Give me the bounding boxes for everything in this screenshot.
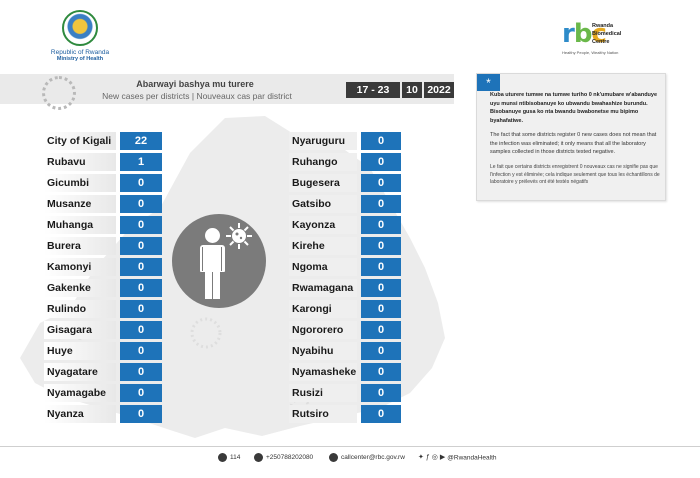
- social-item: ✦ ƒ ◎ ▶ @RwandaHealth: [418, 452, 497, 465]
- district-name: Nyamasheke: [289, 363, 357, 381]
- case-count: 0: [361, 153, 401, 171]
- case-count: 0: [120, 195, 162, 213]
- youtube-icon: ▶: [439, 454, 446, 461]
- phone-icon: [218, 452, 227, 462]
- date-range: 17 - 23: [346, 82, 400, 98]
- district-name: Musanze: [44, 195, 116, 213]
- ministry-line1: Republic of Rwanda: [50, 49, 110, 56]
- case-count: 0: [361, 132, 401, 150]
- rbc-logo: rbc Rwanda Biomedical Centre Healthy Peo…: [562, 20, 682, 60]
- case-count: 0: [120, 279, 162, 297]
- district-name: Nyanza: [44, 405, 116, 423]
- case-count: 0: [120, 384, 162, 402]
- ministry-line2: Ministry of Health: [56, 56, 104, 62]
- virus-watermark-icon: [190, 317, 222, 349]
- note-english: The fact that some districts register 0 …: [490, 132, 657, 155]
- case-count: 0: [120, 174, 162, 192]
- date-year: 2022: [424, 82, 454, 98]
- whatsapp-icon: [254, 452, 263, 462]
- date-month: 10: [402, 82, 422, 98]
- case-count: 0: [120, 321, 162, 339]
- virus-icon: [226, 223, 252, 249]
- district-name: Rulindo: [44, 300, 116, 318]
- case-count: 0: [361, 258, 401, 276]
- case-count: 0: [361, 363, 401, 381]
- hotline-number: 114: [230, 454, 241, 461]
- footer-divider: [0, 446, 700, 447]
- case-count: 0: [361, 174, 401, 192]
- district-name: Burera: [44, 237, 116, 255]
- page-title: Abarwayi bashya mu turere: [136, 79, 254, 89]
- footer: 114 +250788202080 callcenter@rbc.gov.rw …: [0, 452, 700, 466]
- asterisk-icon: *: [477, 74, 500, 91]
- case-count: 0: [361, 384, 401, 402]
- hotline-item: 114: [218, 452, 240, 464]
- district-name: Rubavu: [44, 153, 116, 171]
- case-count: 0: [120, 258, 162, 276]
- phone-item: +250788202080: [254, 452, 313, 464]
- case-count: 0: [361, 216, 401, 234]
- twitter-icon: ✦: [418, 454, 424, 461]
- rwanda-seal-icon: [62, 10, 98, 46]
- district-name: Kamonyi: [44, 258, 116, 276]
- district-name: Gisagara: [44, 321, 116, 339]
- rbc-tagline: Healthy People, Wealthy Nation: [562, 50, 619, 55]
- district-name: Muhanga: [44, 216, 116, 234]
- district-name: Rutsiro: [289, 405, 357, 423]
- district-name: Nyaruguru: [289, 132, 357, 150]
- district-name: Gakenke: [44, 279, 116, 297]
- district-name: Karongi: [289, 300, 357, 318]
- district-name: Kirehe: [289, 237, 357, 255]
- case-count: 0: [361, 405, 401, 423]
- district-name: Gicumbi: [44, 174, 116, 192]
- case-count: 0: [361, 279, 401, 297]
- facebook-icon: ƒ: [425, 454, 430, 461]
- ministry-of-health-logo: Republic of Rwanda Ministry of Health: [40, 10, 120, 62]
- case-count: 0: [361, 300, 401, 318]
- case-count: 0: [361, 321, 401, 339]
- person-leg: [213, 272, 220, 299]
- note-french: Le fait que certains districts enregistr…: [490, 164, 660, 185]
- mail-icon: [329, 452, 338, 462]
- case-count: 0: [120, 363, 162, 381]
- case-count: 0: [361, 237, 401, 255]
- district-name: Kayonza: [289, 216, 357, 234]
- social-handle: @RwandaHealth: [447, 454, 497, 462]
- district-name: Gatsibo: [289, 195, 357, 213]
- virus-watermark-icon: [42, 76, 76, 110]
- case-count: 0: [120, 237, 162, 255]
- district-name: Ngoma: [289, 258, 357, 276]
- case-count: 0: [120, 300, 162, 318]
- case-count: 0: [120, 216, 162, 234]
- district-name: Huye: [44, 342, 116, 360]
- district-name: Nyabihu: [289, 342, 357, 360]
- phone-number: +250788202080: [266, 454, 314, 461]
- rbc-name: Rwanda Biomedical Centre: [592, 23, 622, 45]
- district-name: Ruhango: [289, 153, 357, 171]
- district-name: Ngororero: [289, 321, 357, 339]
- case-count: 0: [361, 342, 401, 360]
- person-leg: [205, 272, 212, 299]
- district-name: Bugesera: [289, 174, 357, 192]
- page-subtitle: New cases per districts | Nouveaux cas p…: [102, 91, 292, 101]
- case-count: 1: [120, 153, 162, 171]
- case-count: 0: [120, 342, 162, 360]
- district-name: Nyamagabe: [44, 384, 116, 402]
- district-name: City of Kigali: [44, 132, 116, 150]
- email-item: callcenter@rbc.gov.rw: [329, 452, 405, 464]
- case-count: 0: [120, 405, 162, 423]
- district-name: Nyagatare: [44, 363, 116, 381]
- instagram-icon: ◎: [431, 454, 438, 461]
- person-head: [205, 228, 220, 243]
- case-count: 22: [120, 132, 162, 150]
- email-address: callcenter@rbc.gov.rw: [341, 454, 405, 461]
- person-body: [200, 245, 225, 272]
- note-kinyarwanda: Kuba uturere tumwe na tumwe turiho 0 nk'…: [490, 92, 658, 124]
- district-name: Rusizi: [289, 384, 357, 402]
- note-card: * Kuba uturere tumwe na tumwe turiho 0 n…: [476, 73, 666, 201]
- district-name: Rwamagana: [289, 279, 357, 297]
- case-count: 0: [361, 195, 401, 213]
- rbc-mark: rbc: [562, 19, 607, 49]
